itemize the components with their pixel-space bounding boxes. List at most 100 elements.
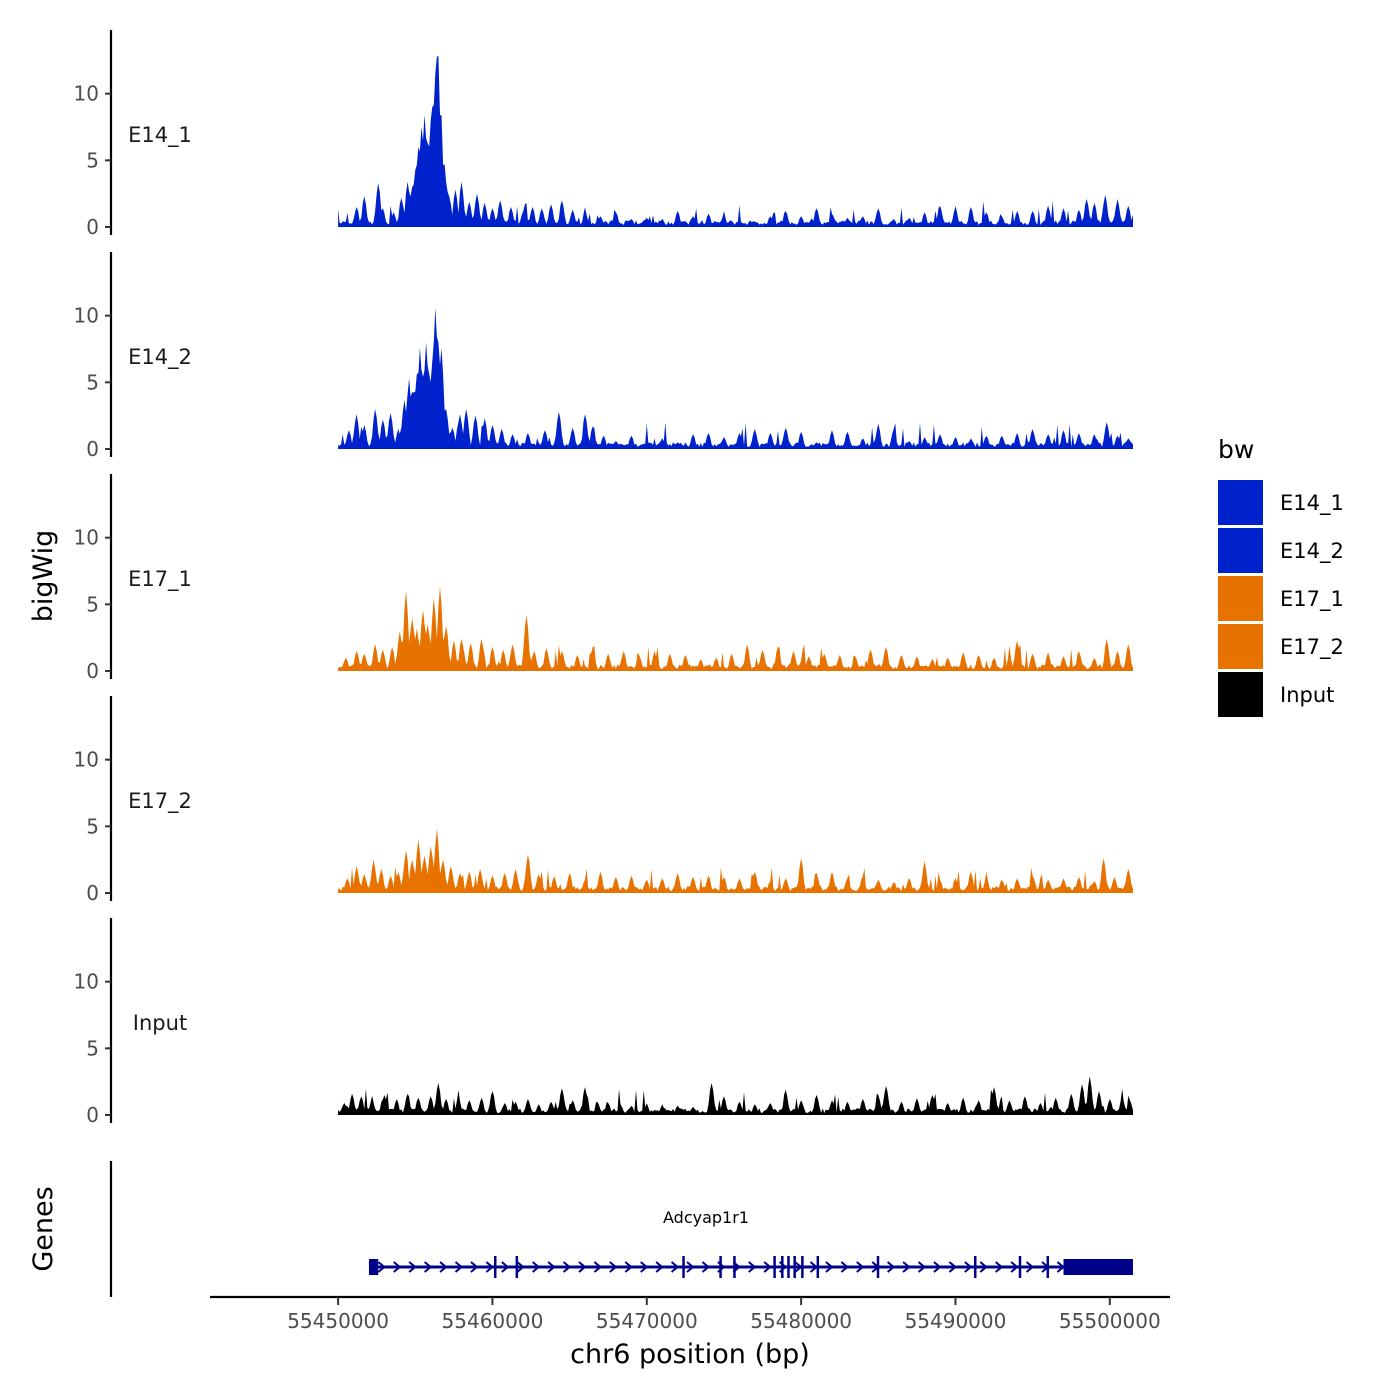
y-tick-label-E14_2-5: 5 (86, 370, 99, 394)
y-tick-label-E17_1-0: 0 (86, 659, 99, 683)
strand-arrow (686, 1261, 695, 1273)
gene-exon-5 (719, 1256, 722, 1278)
legend-swatch-E14_2 (1218, 528, 1263, 573)
strand-arrow (809, 1261, 819, 1273)
strand-arrow (562, 1261, 572, 1273)
y-tick-label-E17_2-10: 10 (74, 748, 99, 772)
gene-exon-7 (773, 1256, 776, 1278)
strand-arrow (624, 1261, 633, 1273)
strand-arrow (840, 1261, 849, 1273)
x-tick-label-55450000: 55450000 (287, 1309, 389, 1333)
x-tick-label-55500000: 55500000 (1059, 1309, 1161, 1333)
strand-arrow (1025, 1261, 1035, 1273)
strand-arrow (454, 1261, 464, 1273)
gene-exon-13 (876, 1256, 880, 1278)
legend-swatch-Input (1218, 672, 1263, 717)
y-tick-label-Input-5: 5 (86, 1036, 99, 1060)
strand-arrow (547, 1261, 556, 1273)
legend-label-E14_2: E14_2 (1280, 539, 1344, 564)
y-axis-title: bigWig (28, 530, 59, 623)
strand-arrow (609, 1261, 618, 1273)
y-tick-label-E14_1-5: 5 (86, 148, 99, 172)
strand-arrow (933, 1261, 942, 1273)
y-tick-label-E17_2-5: 5 (86, 814, 99, 838)
strand-arrow (902, 1261, 911, 1273)
legend-swatch-E17_2 (1218, 624, 1263, 669)
gene-exon-16 (1046, 1256, 1050, 1278)
signal-area-Input (338, 1076, 1134, 1115)
track-label-E17_1: E17_1 (128, 567, 192, 592)
strand-arrow (856, 1261, 865, 1273)
strand-arrow (887, 1261, 896, 1273)
strand-arrow (825, 1261, 834, 1273)
gene-exon-12 (816, 1256, 820, 1278)
track-E17_2: 0 5 10 E17_2 (74, 696, 1134, 905)
gene-exon-2 (493, 1256, 497, 1278)
strand-arrow (748, 1261, 757, 1273)
strand-arrow (917, 1261, 927, 1273)
strand-arrow (763, 1261, 772, 1273)
track-Input: 0 5 10 Input (74, 918, 1134, 1127)
gene-exon-3 (515, 1256, 519, 1278)
y-tick-label-E14_1-10: 10 (74, 82, 99, 106)
legend-swatch-E17_1 (1218, 576, 1263, 621)
legend-entries: E14_1 E14_2 E17_1 E17_2 Input (1218, 480, 1344, 717)
x-tick-label-55460000: 55460000 (442, 1309, 544, 1333)
signal-area-E14_2 (338, 307, 1134, 449)
x-tick-label-55490000: 55490000 (905, 1309, 1007, 1333)
strand-arrow (408, 1261, 417, 1273)
gene-track: Adcyap1r1 (109, 1161, 1133, 1297)
gene-exon-17 (1063, 1259, 1133, 1275)
strand-arrow (423, 1261, 433, 1273)
gene-exon-15 (1018, 1256, 1022, 1278)
gene-exon-6 (733, 1256, 736, 1278)
y-tick-label-E17_1-5: 5 (86, 592, 99, 616)
x-tick-label-55480000: 55480000 (750, 1309, 852, 1333)
y-tick-label-Input-0: 0 (86, 1103, 99, 1127)
gene-exon-8 (781, 1256, 784, 1278)
track-label-E14_1: E14_1 (128, 123, 192, 148)
strand-arrow (1010, 1261, 1019, 1273)
legend-label-E17_2: E17_2 (1280, 635, 1344, 660)
x-tick-label-55470000: 55470000 (596, 1309, 698, 1333)
legend-swatch-E14_1 (1218, 480, 1263, 525)
y-tick-label-E14_1-0: 0 (86, 215, 99, 239)
track-E14_1: 0 5 10 E14_1 (74, 30, 1134, 239)
strand-arrow (670, 1261, 680, 1273)
y-tick-label-Input-10: 10 (74, 970, 99, 994)
gene-exon-11 (801, 1256, 804, 1278)
strand-arrow (701, 1261, 710, 1273)
strand-arrow (501, 1261, 510, 1273)
legend-label-Input: Input (1280, 683, 1334, 707)
strand-arrow (979, 1261, 988, 1273)
legend-title: bw (1218, 435, 1254, 464)
strand-arrow (532, 1261, 541, 1273)
legend-label-E14_1: E14_1 (1280, 491, 1344, 516)
strand-arrow (485, 1261, 494, 1273)
gene-exon-14 (973, 1256, 977, 1278)
y-tick-label-E14_2-10: 10 (74, 304, 99, 328)
y-tick-label-E14_2-0: 0 (86, 437, 99, 461)
signal-area-E14_1 (338, 56, 1134, 227)
track-E17_1: 0 5 10 E17_1 (74, 474, 1134, 683)
strand-arrow (964, 1261, 973, 1273)
strand-arrow (948, 1261, 957, 1273)
signal-area-E17_2 (338, 829, 1134, 893)
strand-arrow (377, 1261, 386, 1273)
strand-arrow (794, 1261, 803, 1273)
strand-arrow (578, 1261, 587, 1273)
gene-model (368, 1256, 1133, 1278)
strand-arrow (640, 1261, 649, 1273)
gene-exon-10 (793, 1256, 796, 1278)
strand-arrow (655, 1261, 664, 1273)
y-tick-label-E17_2-0: 0 (86, 881, 99, 905)
gene-exon-1 (368, 1259, 379, 1275)
strand-arrow (470, 1261, 479, 1273)
coverage-tracks: 0 5 10 E14_1 0 5 10 E14_2 0 5 10 E17_1 0 5 10 E17_2 0 5 10… (74, 30, 1134, 1127)
strand-arrow (439, 1261, 448, 1273)
x-axis-title: chr6 position (bp) (570, 1339, 810, 1370)
legend-label-E17_1: E17_1 (1280, 587, 1344, 612)
gene-exon-4 (682, 1256, 685, 1278)
gene-label: Adcyap1r1 (663, 1208, 749, 1227)
